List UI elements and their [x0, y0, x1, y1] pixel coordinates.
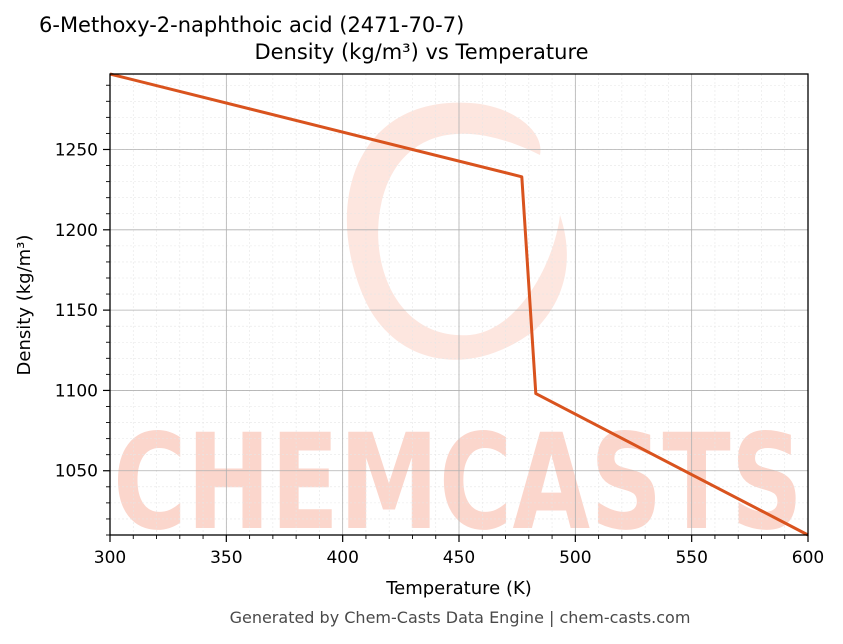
series-group [109, 72, 809, 537]
watermark-text: CHEMCASTS [113, 406, 803, 560]
y-tick-label: 1100 [55, 381, 98, 401]
x-tick-label: 450 [443, 548, 475, 568]
y-tick-label: 1200 [55, 221, 98, 241]
chart-subtitle: Density (kg/m³) vs Temperature [254, 40, 589, 64]
x-tick-label: 500 [559, 548, 591, 568]
y-axis-ticks: 1050 1100 1150 1200 1250 [55, 84, 110, 536]
grid [109, 74, 809, 536]
x-axis-ticks: 300 350 400 450 500 550 600 [94, 535, 824, 568]
x-tick-label: 400 [326, 548, 358, 568]
y-axis-label: Density (kg/m³) [14, 235, 35, 376]
chart-title: 6-Methoxy-2-naphthoic acid (2471-70-7) [39, 13, 465, 37]
x-tick-label: 350 [210, 548, 242, 568]
x-tick-label: 300 [94, 548, 126, 568]
y-tick-label: 1250 [55, 140, 98, 160]
y-tick-label: 1050 [55, 462, 98, 482]
x-tick-label: 600 [792, 548, 824, 568]
x-axis-label: Temperature (K) [385, 578, 532, 599]
watermark-logo: CHEMCASTS [113, 102, 803, 560]
density-series-line [109, 72, 809, 537]
footer-credit: Generated by Chem-Casts Data Engine | ch… [229, 608, 691, 627]
y-tick-label: 1150 [55, 301, 98, 321]
x-tick-label: 550 [675, 548, 707, 568]
